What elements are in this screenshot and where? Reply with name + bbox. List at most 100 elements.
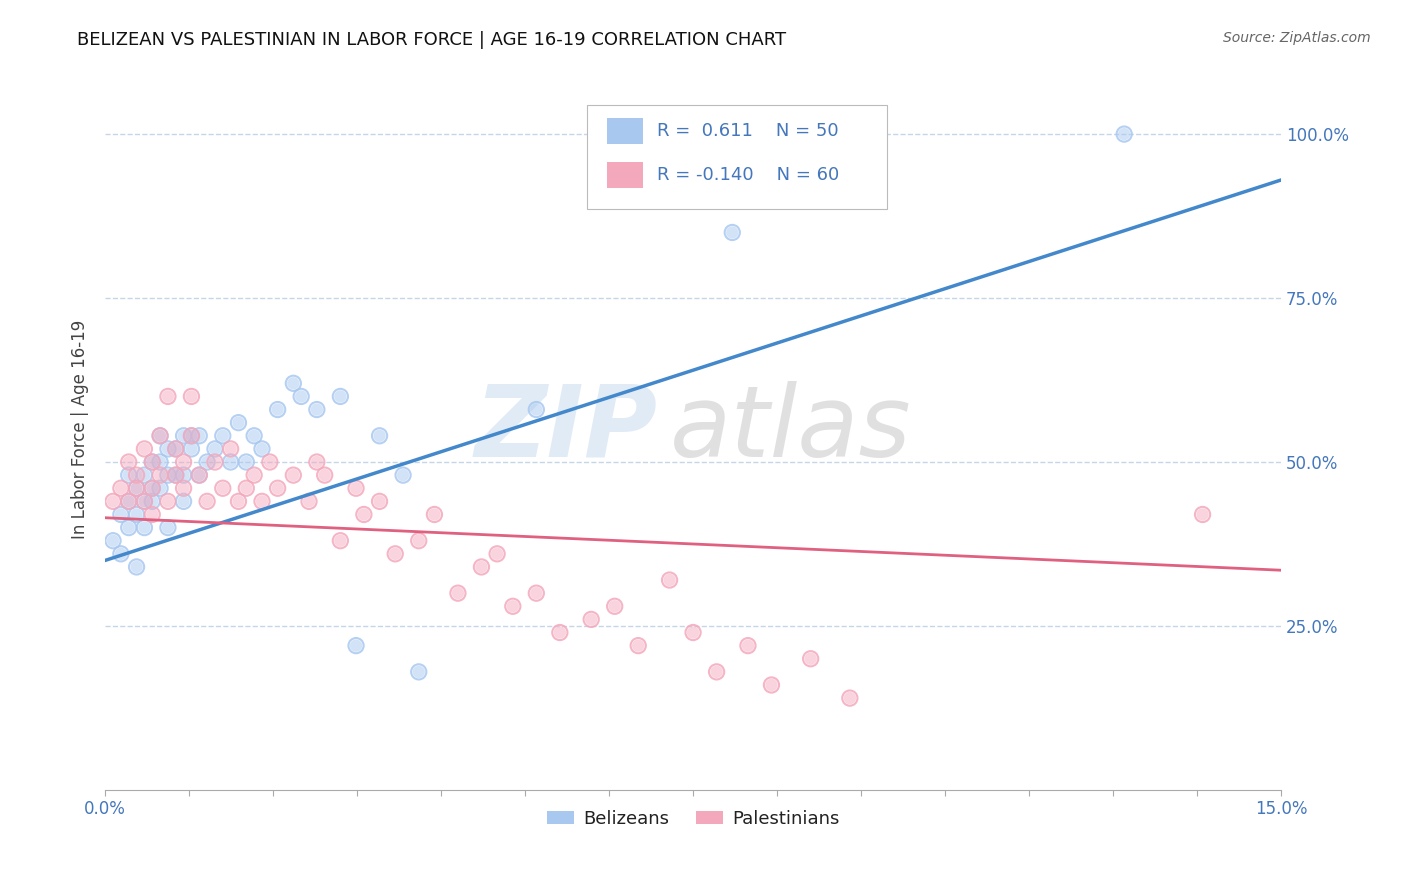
Point — [173, 468, 195, 483]
Point — [658, 573, 681, 587]
Point — [125, 468, 148, 483]
Point — [125, 481, 148, 495]
Point — [156, 468, 179, 483]
Point — [838, 691, 860, 706]
Point — [180, 442, 202, 456]
Point — [141, 508, 163, 522]
Text: atlas: atlas — [669, 381, 911, 478]
Point — [134, 494, 156, 508]
Point — [243, 468, 266, 483]
Point — [344, 639, 367, 653]
Point — [579, 612, 602, 626]
Point — [134, 468, 156, 483]
Point — [188, 468, 211, 483]
Point — [353, 508, 375, 522]
Point — [118, 520, 141, 534]
Point — [250, 442, 273, 456]
Point — [180, 389, 202, 403]
Point — [761, 678, 783, 692]
Point — [228, 494, 250, 508]
Point — [243, 468, 266, 483]
Point — [149, 455, 172, 469]
Point — [211, 481, 233, 495]
Point — [134, 520, 156, 534]
Point — [266, 481, 288, 495]
Point — [353, 508, 375, 522]
Point — [211, 481, 233, 495]
Point — [156, 468, 179, 483]
Point — [721, 226, 744, 240]
Point — [188, 468, 211, 483]
Point — [156, 389, 179, 403]
Point — [524, 586, 547, 600]
Point — [1191, 508, 1213, 522]
Bar — [607, 161, 643, 187]
Point — [721, 226, 744, 240]
Point — [204, 442, 226, 456]
Point — [110, 508, 132, 522]
Point — [118, 455, 141, 469]
Point — [502, 599, 524, 614]
Point — [235, 481, 257, 495]
Point — [228, 416, 250, 430]
Point — [329, 389, 352, 403]
Point — [283, 376, 305, 391]
Point — [101, 494, 124, 508]
Point — [165, 468, 187, 483]
Point — [219, 455, 242, 469]
Point — [266, 481, 288, 495]
Point — [188, 468, 211, 483]
Point — [149, 455, 172, 469]
Point — [118, 494, 141, 508]
Point — [305, 455, 328, 469]
Point — [800, 652, 823, 666]
Point — [110, 547, 132, 561]
Text: BELIZEAN VS PALESTINIAN IN LABOR FORCE | AGE 16-19 CORRELATION CHART: BELIZEAN VS PALESTINIAN IN LABOR FORCE |… — [77, 31, 786, 49]
Point — [180, 429, 202, 443]
Point — [188, 429, 211, 443]
Point — [447, 586, 470, 600]
Point — [134, 442, 156, 456]
Point — [290, 389, 312, 403]
Point — [125, 508, 148, 522]
Point — [125, 481, 148, 495]
Point — [228, 494, 250, 508]
Point — [118, 520, 141, 534]
Point — [173, 494, 195, 508]
Point — [627, 639, 650, 653]
Point — [165, 442, 187, 456]
Point — [134, 468, 156, 483]
Point — [250, 494, 273, 508]
Point — [548, 625, 571, 640]
Point — [134, 494, 156, 508]
Point — [141, 455, 163, 469]
Point — [524, 402, 547, 417]
Point — [110, 547, 132, 561]
Point — [737, 639, 759, 653]
Point — [682, 625, 704, 640]
Point — [235, 455, 257, 469]
Point — [204, 455, 226, 469]
Point — [141, 494, 163, 508]
Point — [502, 599, 524, 614]
Point — [141, 455, 163, 469]
Bar — [607, 119, 643, 145]
Point — [392, 468, 415, 483]
Point — [706, 665, 728, 679]
Point — [658, 573, 681, 587]
Point — [470, 560, 492, 574]
Point — [141, 481, 163, 495]
Point — [243, 429, 266, 443]
Point — [156, 442, 179, 456]
Point — [259, 455, 281, 469]
Point — [141, 481, 163, 495]
Point — [235, 481, 257, 495]
Point — [134, 494, 156, 508]
Text: R = -0.140    N = 60: R = -0.140 N = 60 — [657, 166, 839, 184]
Point — [384, 547, 406, 561]
Point — [204, 455, 226, 469]
Point — [486, 547, 509, 561]
Point — [250, 494, 273, 508]
Point — [423, 508, 446, 522]
Point — [134, 520, 156, 534]
